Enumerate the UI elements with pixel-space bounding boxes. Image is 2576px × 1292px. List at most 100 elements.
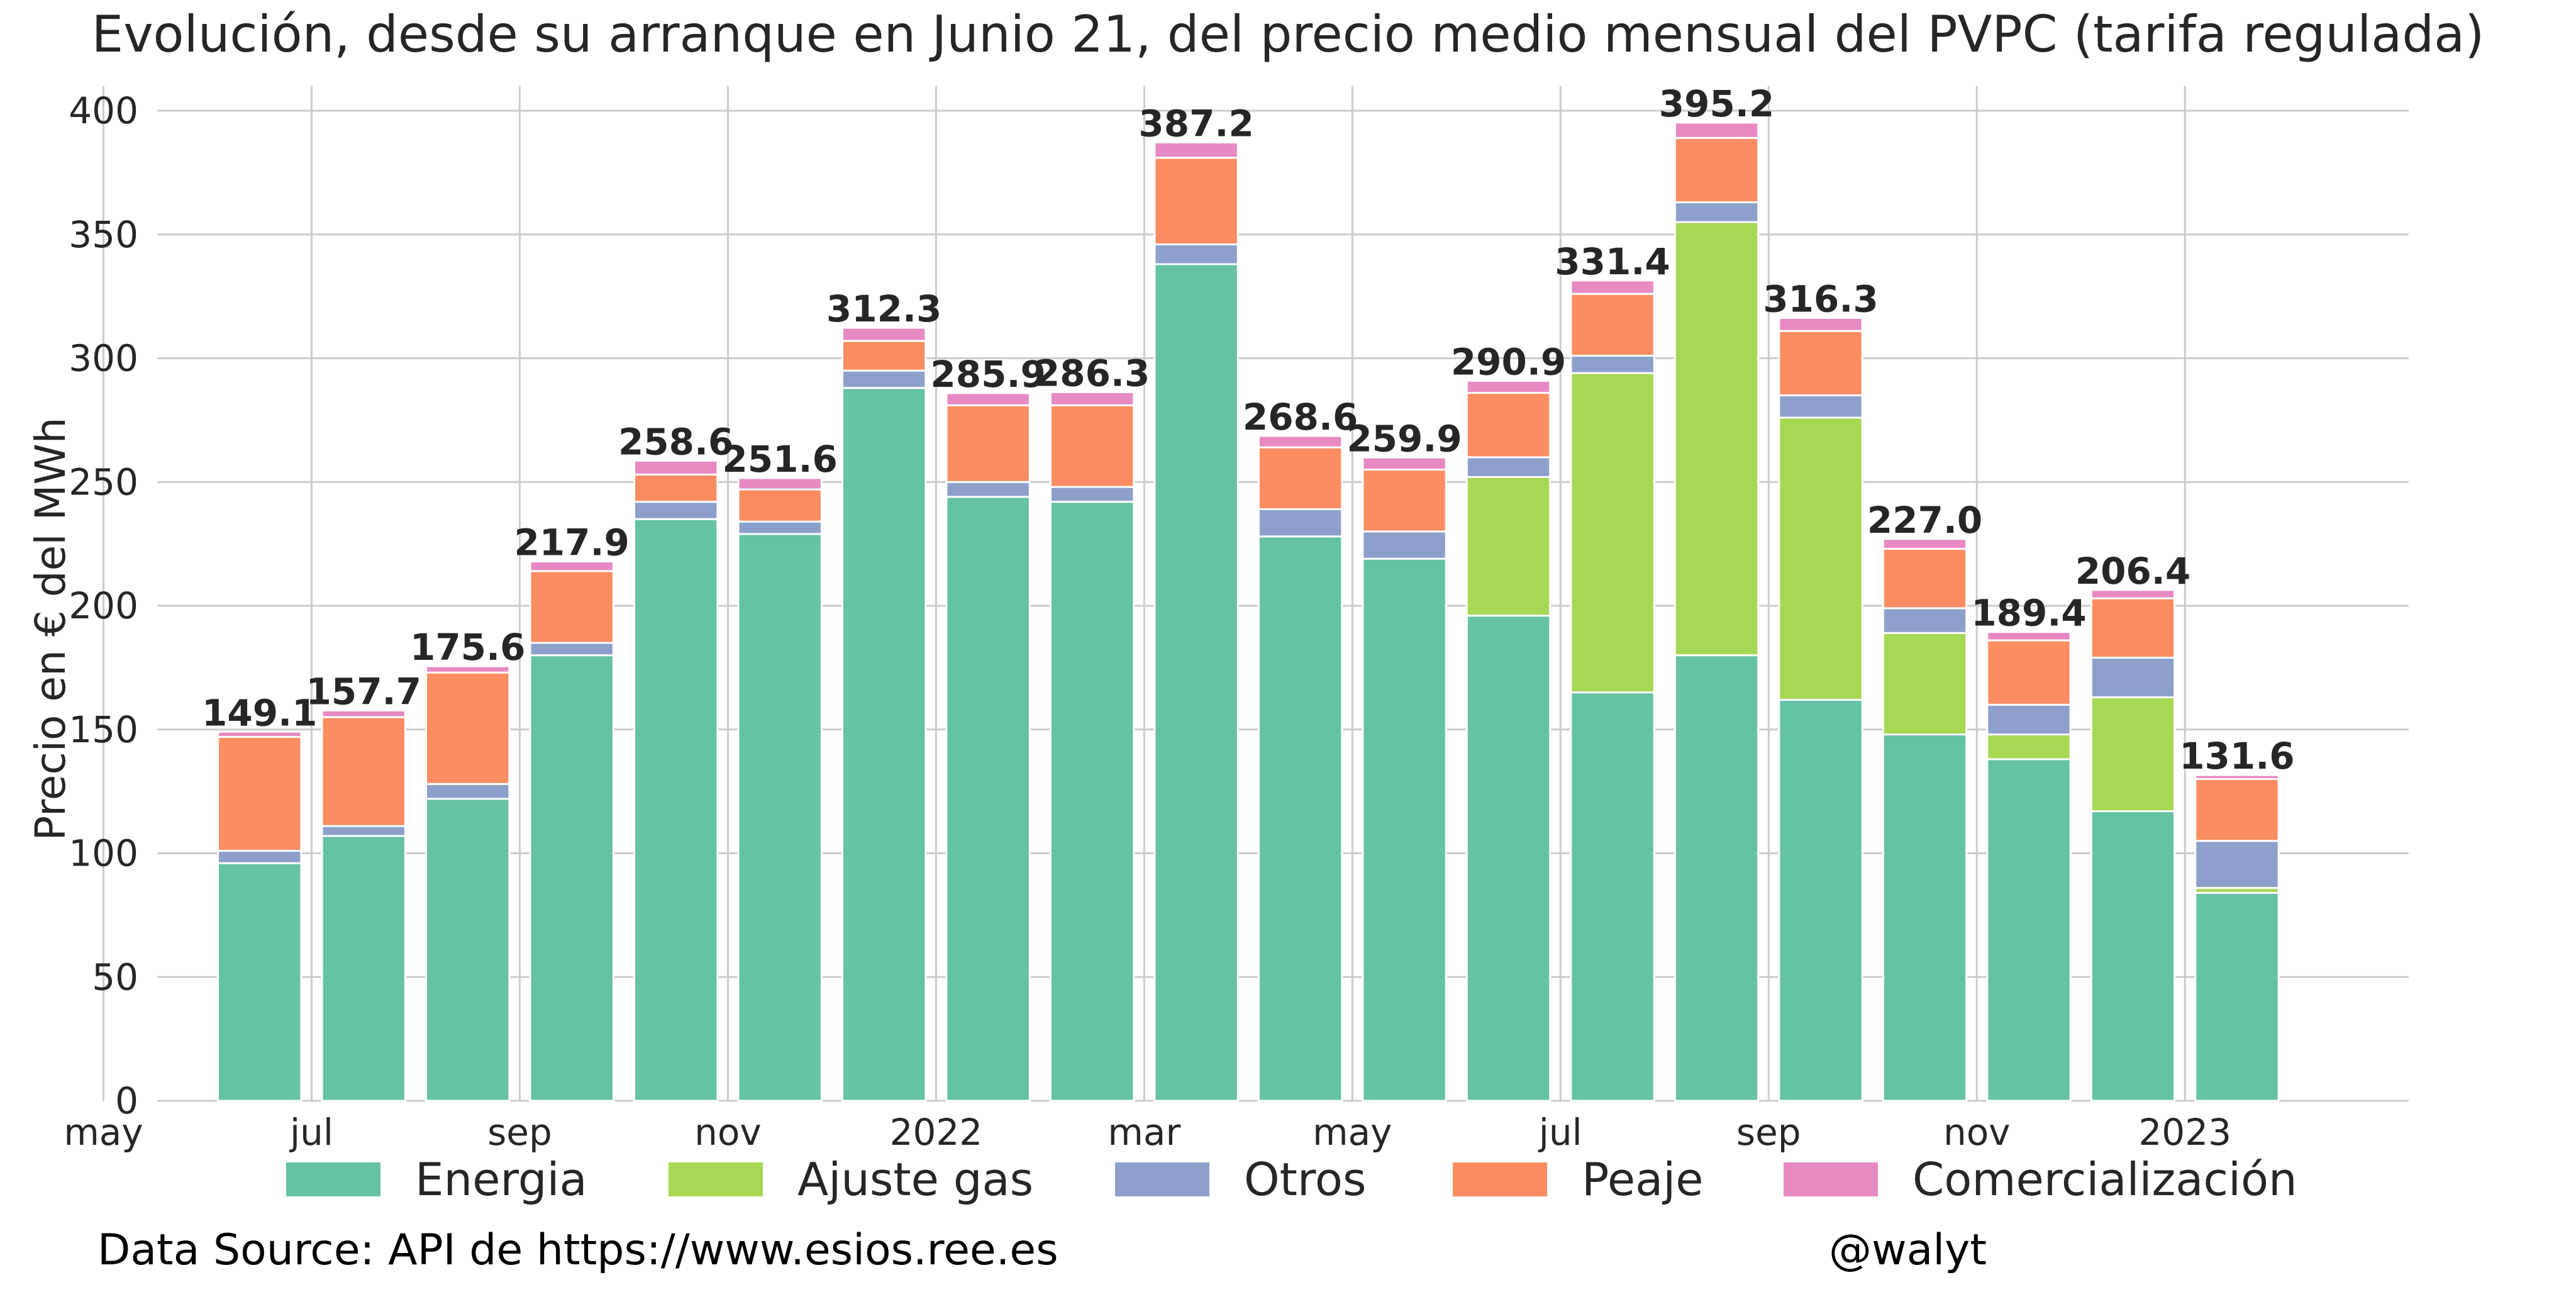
bar-segment (2194, 840, 2280, 889)
bar-segment (1465, 615, 1552, 1102)
bar-segment (425, 798, 511, 1102)
x-tick-label: jul (1538, 1111, 1582, 1154)
bar-segment (1153, 141, 1239, 159)
bar-segment (1674, 201, 1760, 223)
bar-segment (1049, 404, 1135, 488)
y-tick-label: 0 (115, 1079, 138, 1122)
legend-label: Energia (415, 1153, 587, 1206)
bar-segment (1882, 733, 1968, 1102)
x-tick-label: mar (1108, 1111, 1180, 1154)
legend-swatch (1453, 1162, 1547, 1196)
bar-segment (321, 716, 406, 827)
bar-segment (633, 459, 719, 476)
y-tick-label: 300 (69, 337, 138, 380)
total-data-label: 395.2 (1659, 82, 1774, 125)
bar-segment (1153, 243, 1239, 265)
total-data-label: 387.2 (1138, 102, 1253, 145)
bar-segment (1362, 456, 1447, 471)
x-tick-label: nov (694, 1111, 762, 1154)
x-tick-label: may (1313, 1111, 1392, 1154)
bar-segment (217, 862, 303, 1102)
bar-segment (217, 736, 303, 852)
bar-segment (1674, 121, 1760, 139)
data-source-text: Data Source: API de https://www.esios.re… (97, 1225, 1058, 1275)
bar-segment (737, 533, 823, 1102)
bar-segment (1257, 446, 1343, 511)
bars-layer (217, 121, 2280, 1102)
legend: Energia Ajuste gas Otros Peaje Comercializac… (286, 1153, 2297, 1206)
bar-segment (633, 473, 719, 503)
bar-segment (841, 326, 927, 342)
y-axis-label: Precio en € del MWh (26, 417, 75, 840)
legend-label: Comercialización (1913, 1153, 2297, 1206)
bar-segment (1465, 392, 1552, 459)
bar-segment (1674, 654, 1760, 1102)
bar-segment (1257, 435, 1343, 448)
total-data-label: 259.9 (1346, 417, 1462, 460)
bar-segment (321, 835, 406, 1102)
y-axis: 0 50 100 150 200 250 300 350 400 (69, 89, 138, 1122)
y-tick-label: 50 (92, 955, 138, 998)
x-tick-label: 2022 (890, 1111, 983, 1154)
x-tick-label: 2023 (2138, 1111, 2231, 1154)
legend-label: Otros (1244, 1153, 1366, 1206)
bar-segment (425, 665, 511, 674)
total-data-label: 175.6 (410, 626, 525, 669)
bar-segment (1153, 157, 1239, 245)
y-tick-label: 250 (69, 460, 138, 503)
bar-segment (1882, 632, 1968, 736)
bar-segment (2090, 657, 2176, 699)
bar-segment (1882, 607, 1968, 634)
bar-segment (529, 560, 614, 572)
bar-segment (1049, 501, 1135, 1102)
legend-swatch (1784, 1162, 1878, 1196)
bar-segment (945, 481, 1031, 498)
author-handle: @walyt (1829, 1225, 1987, 1275)
bar-segment (1778, 316, 1863, 332)
x-tick-label: sep (487, 1111, 552, 1154)
bar-segment (1570, 279, 1655, 295)
bar-segment (217, 730, 303, 738)
bar-segment (425, 671, 511, 785)
legend-label: Peaje (1582, 1153, 1704, 1206)
y-tick-label: 400 (69, 89, 138, 132)
bar-segment (1674, 221, 1760, 657)
y-tick-label: 200 (69, 584, 138, 627)
bar-segment (1570, 355, 1655, 374)
legend-swatch (669, 1162, 763, 1196)
total-data-label: 285.9 (930, 353, 1045, 396)
bar-segment (1570, 691, 1655, 1102)
bar-segment (1882, 538, 1968, 550)
legend-swatch (1115, 1162, 1209, 1196)
bar-segment (841, 340, 927, 372)
total-data-label: 131.6 (2179, 735, 2294, 777)
bar-segment (2090, 589, 2176, 599)
bar-segment (529, 642, 614, 657)
bar-segment (1778, 699, 1863, 1102)
bar-segment (737, 520, 823, 535)
total-data-label: 290.9 (1451, 340, 1566, 383)
bar-segment (633, 501, 719, 520)
y-tick-label: 350 (69, 213, 138, 256)
bar-segment (529, 654, 614, 1102)
bar-segment (2090, 696, 2176, 813)
bar-segment (425, 782, 511, 800)
bar-segment (1362, 530, 1447, 560)
bar-segment (2090, 810, 2176, 1102)
bar-segment (217, 850, 303, 864)
bar-segment (1257, 535, 1343, 1102)
bar-segment (945, 392, 1031, 406)
total-data-label: 227.0 (1867, 499, 1982, 542)
bar-segment (1049, 486, 1135, 503)
bar-segment (529, 570, 614, 644)
bar-segment (1986, 758, 2072, 1102)
bar-segment (1153, 263, 1239, 1102)
total-data-label: 189.4 (1971, 592, 2086, 635)
total-data-label: 286.3 (1035, 352, 1150, 394)
bar-segment (737, 477, 823, 491)
total-data-label: 312.3 (826, 287, 941, 330)
bar-segment (2194, 777, 2280, 842)
